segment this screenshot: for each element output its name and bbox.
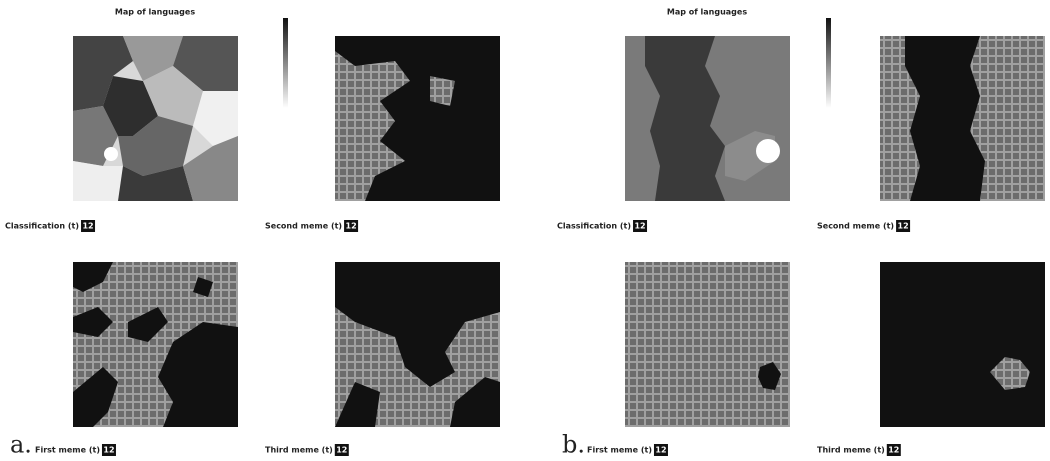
figure: Map of languagesa.Classification (t)12Se… [0,0,1050,461]
badge-text: 12 [898,222,909,231]
badge-text: 12 [346,222,357,231]
map-third-meme-a [335,262,500,427]
panel-letter: a. [10,431,32,459]
map-second-meme-a [335,36,500,201]
map-second-meme-b [880,36,1045,201]
colorbar [283,18,288,108]
colorbar [826,18,831,108]
map-label: Classification (t) [5,222,79,231]
map-first-meme-a [73,262,238,427]
map-label: Second meme (t) [265,222,342,231]
badge-text: 12 [888,446,899,455]
map-label: Second meme (t) [817,222,894,231]
map-classification-b [625,36,790,201]
map-label: Third meme (t) [817,446,885,455]
panel-letter: b. [562,431,585,459]
map-label: Third meme (t) [265,446,333,455]
badge-text: 12 [655,446,666,455]
map-third-meme-b [880,262,1045,427]
panel-title: Map of languages [115,8,195,17]
badge-text: 12 [103,446,114,455]
map-classification-a [73,36,238,201]
badge-text: 12 [336,446,347,455]
map-label: First meme (t) [35,446,100,455]
map-label: Classification (t) [557,222,631,231]
badge-text: 12 [634,222,645,231]
badge-text: 12 [82,222,93,231]
map-label: First meme (t) [587,446,652,455]
map-first-meme-b [625,262,790,427]
panel-title: Map of languages [667,8,747,17]
